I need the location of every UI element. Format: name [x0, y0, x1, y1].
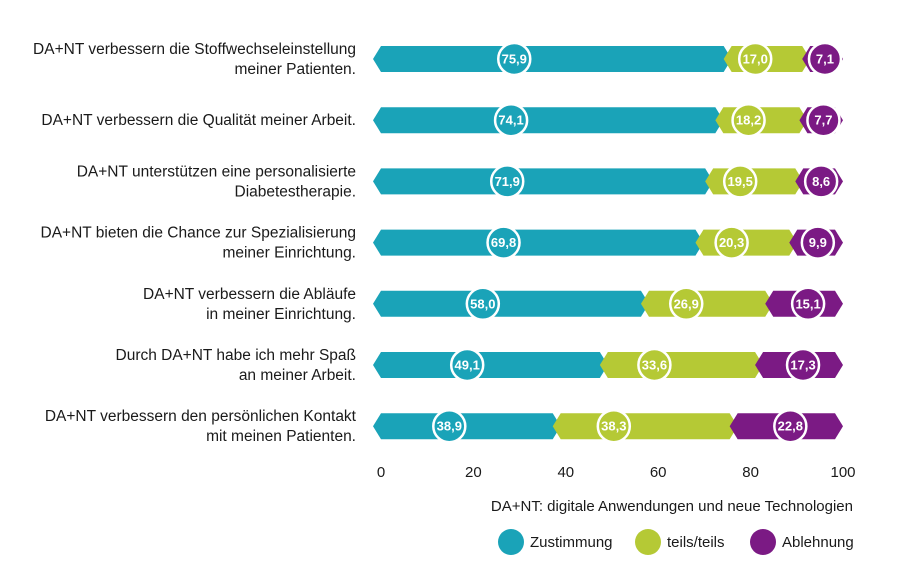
- data-label: 69,8: [491, 235, 516, 250]
- value-bubble: [465, 286, 501, 322]
- bar-segment-teils-teils: [552, 413, 738, 440]
- bar-segment-zustimmung: [373, 168, 714, 195]
- data-label: 38,3: [601, 419, 626, 434]
- category-label: DA+NT verbessern den persönlichen Kontak…: [45, 408, 357, 425]
- data-label: 33,6: [642, 358, 667, 373]
- category-label: meiner Einrichtung.: [222, 245, 356, 262]
- x-tick-label: 100: [830, 464, 855, 481]
- data-label: 22,8: [778, 419, 803, 434]
- value-bubble: [637, 347, 672, 383]
- data-label: 17,0: [743, 52, 768, 67]
- category-label: Durch DA+NT habe ich mehr Spaß: [116, 347, 357, 364]
- x-tick-label: 20: [465, 464, 482, 481]
- value-bubble: [807, 41, 843, 77]
- category-labels: DA+NT verbessern die Stoffwechseleinstel…: [33, 41, 357, 445]
- data-label: 74,1: [498, 113, 523, 128]
- bar-segment-zustimmung: [373, 413, 561, 440]
- legend-label: Ablehnung: [782, 534, 854, 551]
- data-label: 8,6: [812, 174, 830, 189]
- category-label: DA+NT verbessern die Abläufe: [143, 286, 356, 303]
- category-label: DA+NT verbessern die Stoffwechseleinstel…: [33, 41, 356, 58]
- category-label: DA+NT verbessern die Qualität meiner Arb…: [41, 112, 356, 129]
- legend-label: teils/teils: [667, 534, 725, 551]
- bar-segment-zustimmung: [373, 290, 649, 317]
- x-tick-label: 60: [650, 464, 667, 481]
- bar-segment-teils-teils: [599, 352, 764, 378]
- bar-segment-zustimmung: [373, 46, 732, 72]
- data-label: 38,9: [437, 419, 462, 434]
- value-bubble: [714, 225, 749, 260]
- value-bubble: [497, 41, 532, 77]
- value-bubble: [489, 164, 525, 199]
- data-label: 20,3: [719, 235, 744, 250]
- data-label: 9,9: [809, 235, 827, 250]
- category-label: DA+NT unterstützen eine personalisierte: [77, 163, 356, 180]
- x-axis: 0 20 40 60 80 100: [377, 464, 856, 481]
- data-label: 7,7: [814, 113, 832, 128]
- category-label: mit meinen Patienten.: [206, 428, 356, 445]
- bar-segment-zustimmung: [373, 229, 704, 256]
- data-label: 49,1: [455, 358, 480, 373]
- bar-segment-teils-teils: [640, 290, 774, 317]
- value-bubble: [722, 164, 758, 199]
- value-bubble: [668, 286, 704, 322]
- x-tick-label: 40: [557, 464, 574, 481]
- legend-swatch: [635, 529, 661, 555]
- legend: Zustimmung teils/teils Ablehnung: [498, 529, 854, 555]
- legend-label: Zustimmung: [530, 534, 613, 551]
- value-bubble: [737, 41, 773, 77]
- legend-swatch: [498, 529, 524, 555]
- data-label: 17,3: [790, 358, 815, 373]
- x-tick-label: 0: [377, 464, 385, 481]
- value-bubble: [773, 408, 808, 444]
- data-label: 75,9: [502, 52, 527, 67]
- data-label: 7,1: [816, 52, 834, 67]
- value-bubble: [803, 164, 839, 199]
- data-label: 15,1: [795, 296, 820, 311]
- value-bubble: [790, 286, 826, 322]
- data-label: 18,2: [736, 113, 761, 128]
- footnote: DA+NT: digitale Anwendungen und neue Tec…: [491, 498, 853, 515]
- x-tick-label: 80: [742, 464, 759, 481]
- value-bubble: [806, 102, 841, 138]
- data-label: 19,5: [728, 174, 753, 189]
- value-bubble: [596, 408, 632, 444]
- category-label: an meiner Arbeit.: [239, 367, 356, 384]
- data-label: 58,0: [470, 296, 495, 311]
- category-label: in meiner Einrichtung.: [206, 306, 356, 323]
- value-bubble: [493, 102, 529, 138]
- bar-segment-zustimmung: [373, 107, 724, 134]
- value-bubble: [432, 408, 467, 444]
- category-label: meiner Patienten.: [235, 61, 357, 78]
- value-bubble: [486, 225, 521, 260]
- category-label: Diabetestherapie.: [235, 183, 357, 200]
- value-bubble: [449, 347, 485, 383]
- data-label: 26,9: [674, 296, 699, 311]
- data-label: 71,9: [495, 174, 520, 189]
- value-bubble: [731, 102, 766, 138]
- bars: 75,9 17,0 7,1 74,1 18,2 7,7 71,9 19,5 8,6 69,8 20,…: [373, 41, 843, 444]
- value-bubble: [800, 225, 836, 260]
- value-bubble: [785, 347, 821, 383]
- category-label: DA+NT bieten die Chance zur Spezialisier…: [41, 225, 357, 242]
- legend-swatch: [750, 529, 776, 555]
- bar-segment-zustimmung: [373, 352, 608, 378]
